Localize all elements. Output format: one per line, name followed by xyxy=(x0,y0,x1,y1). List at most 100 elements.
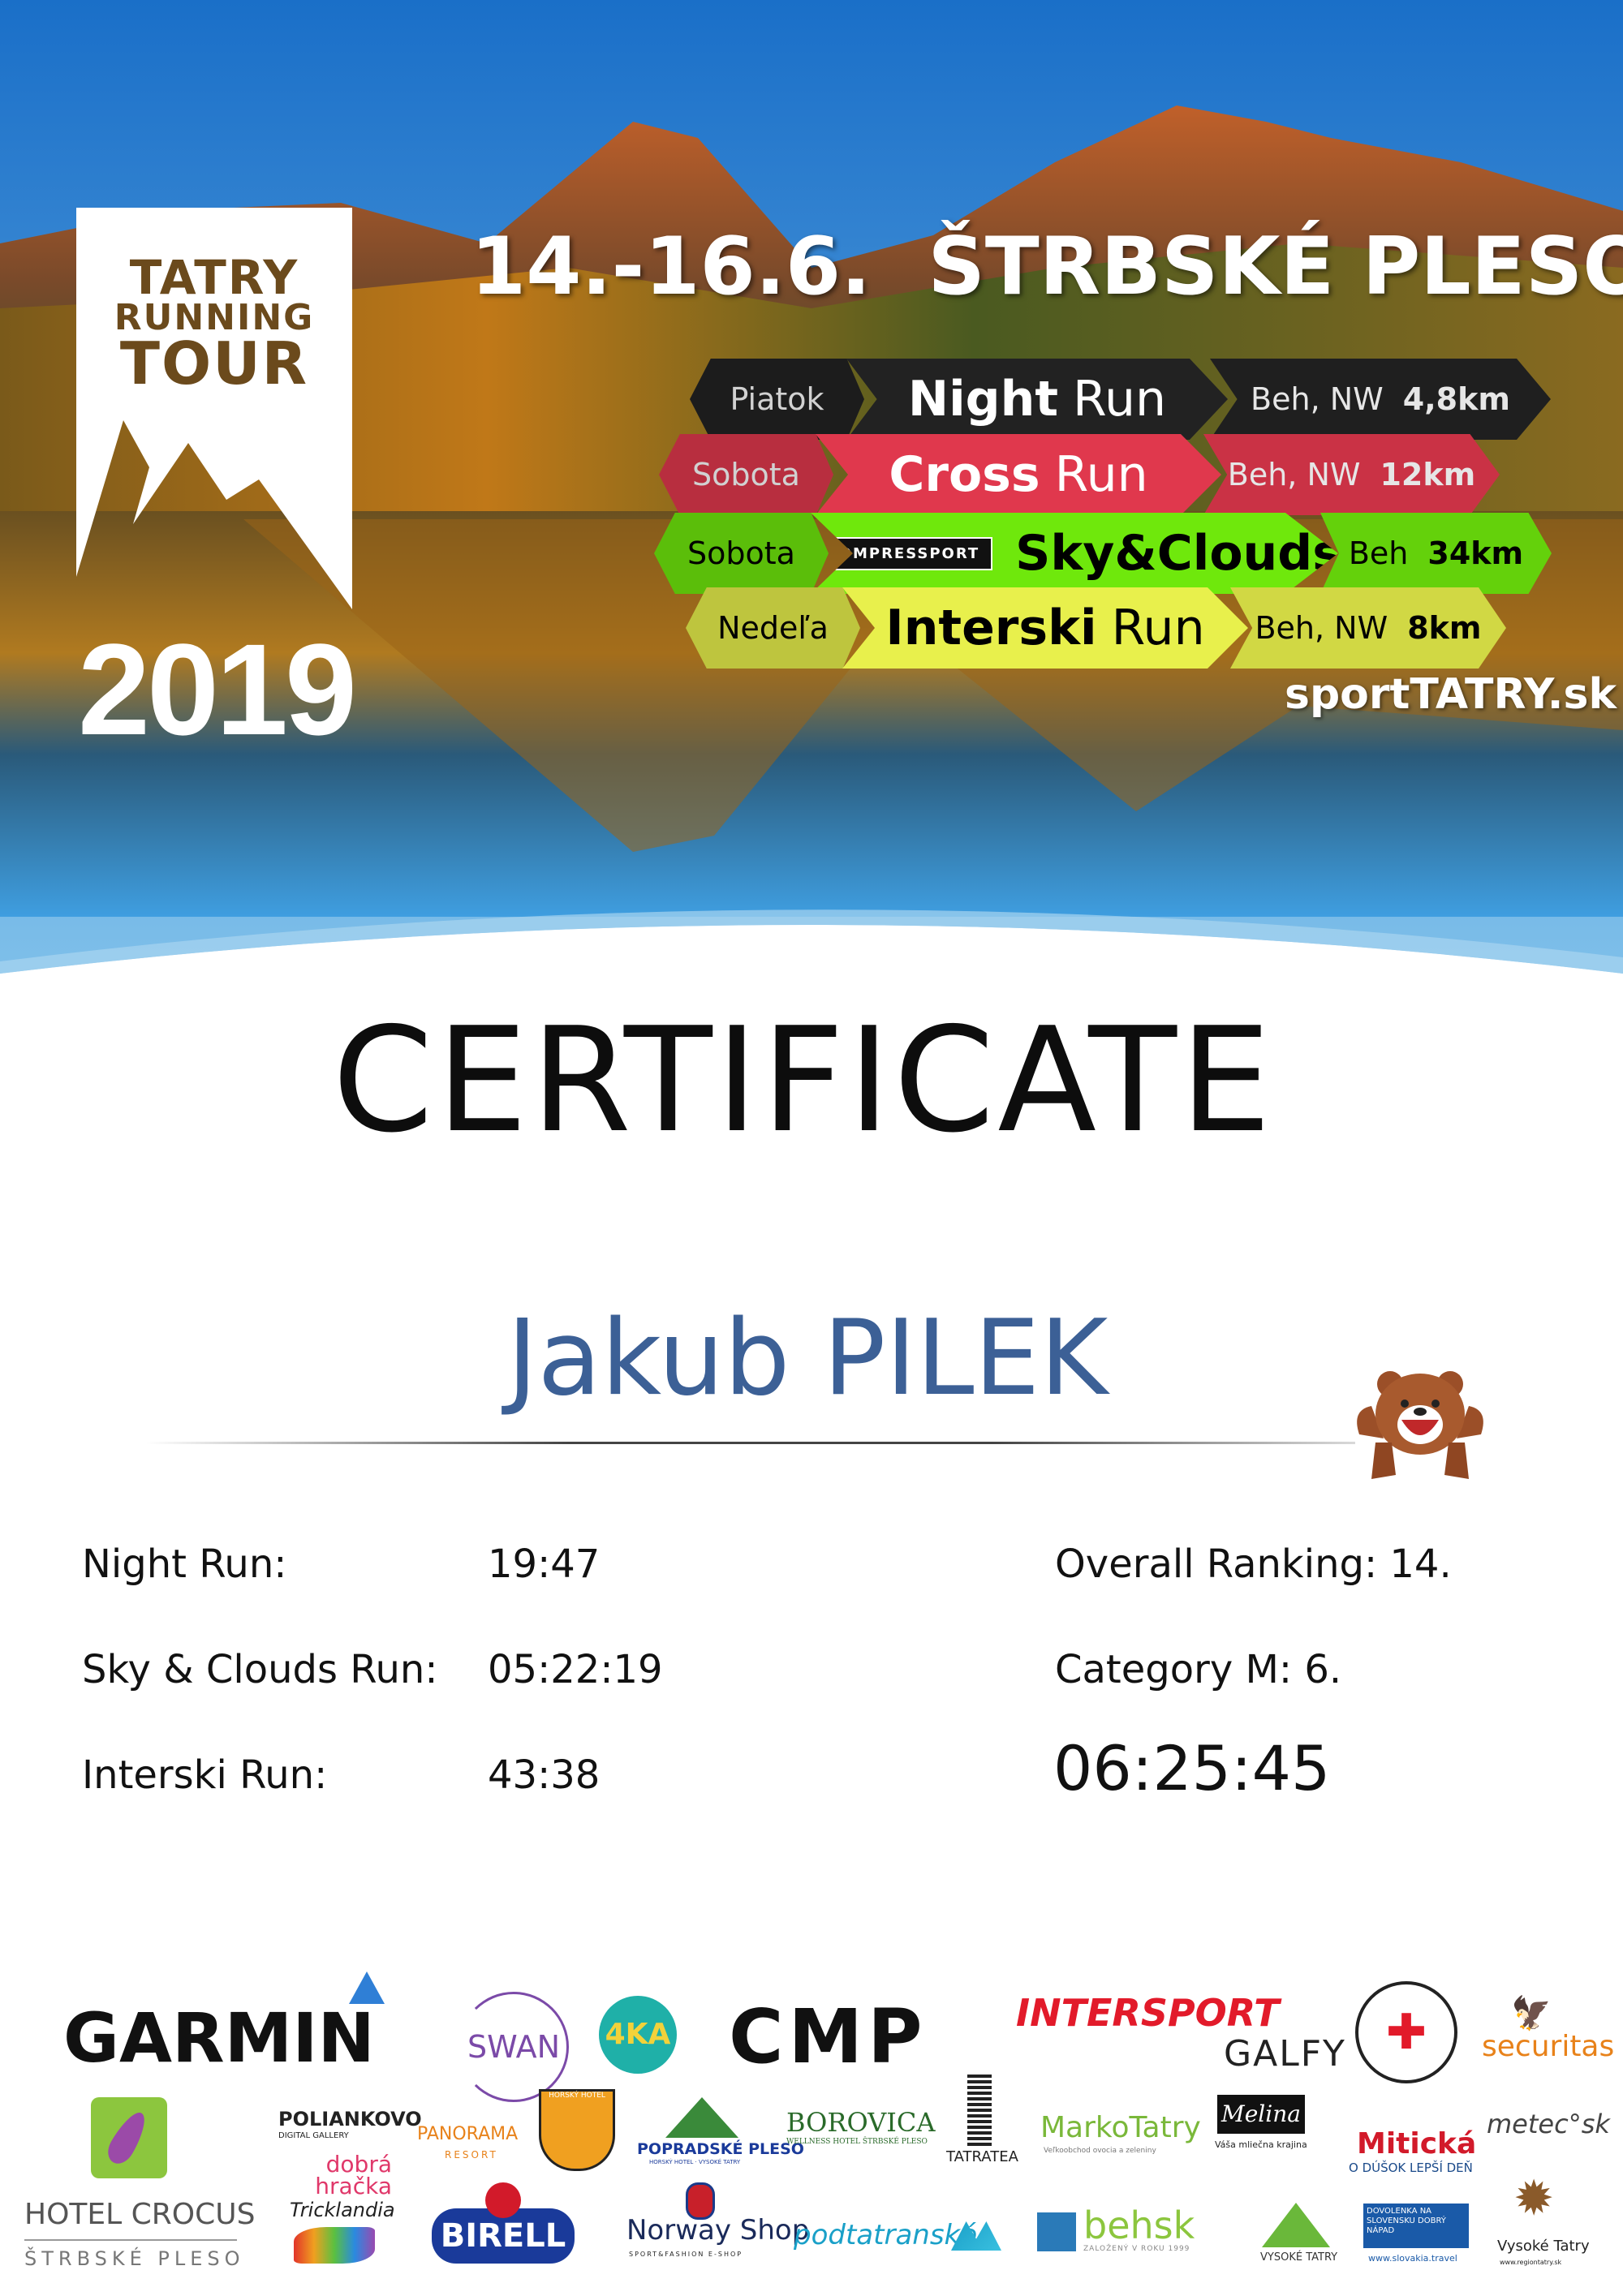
sponsor-norway-shop: Norway Shop xyxy=(626,2214,810,2247)
sponsor-markotatry: MarkoTatry xyxy=(1040,2111,1201,2144)
sponsor-cmp: CMP xyxy=(729,1993,928,2080)
event-type: Beh xyxy=(1348,535,1409,571)
compressport-label: COMPRESSPORT xyxy=(826,544,980,562)
category-ranking: Category M: 6. xyxy=(1055,1647,1342,1692)
sponsor-tanap-horska-sluzba: ✚ xyxy=(1355,1981,1457,2083)
sponsor-panorama-sub: RESORT xyxy=(445,2149,498,2161)
result-time: 19:47 xyxy=(488,1541,601,1587)
event-title-bold: Sky&Clouds xyxy=(1015,525,1341,582)
event-km: 4,8km xyxy=(1402,381,1510,417)
sponsor-crocus-icon xyxy=(91,2097,167,2178)
sponsor-behsk-sub: ZALOŽENÝ V ROKU 1999 xyxy=(1083,2245,1190,2253)
event-day: Sobota xyxy=(654,513,829,594)
event-day: Nedeľa xyxy=(686,587,860,669)
event-distance: Beh 34km xyxy=(1320,513,1552,594)
divider xyxy=(146,1442,1355,1444)
event-location: ŠTRBSKÉ PLESO xyxy=(928,221,1623,313)
result-label: Interski Run: xyxy=(82,1752,328,1798)
sponsor-behsk: behsk xyxy=(1083,2204,1195,2247)
sponsor-hotel-crocus-sub: ŠTRBSKÉ PLESO xyxy=(24,2247,245,2270)
sponsor-vysoke-tatry: VYSOKÉ TATRY xyxy=(1260,2251,1338,2264)
sponsor-intersport: INTERSPORT xyxy=(1016,1991,1280,2035)
sponsor-securitas: securitas xyxy=(1482,2030,1615,2063)
event-km: 12km xyxy=(1380,457,1476,492)
divider xyxy=(24,2239,237,2241)
result-time: 43:38 xyxy=(488,1752,601,1798)
participant-name: Jakub PILEK xyxy=(506,1298,1109,1419)
sponsor-garmin: GARMIN xyxy=(63,1998,375,2078)
sponsor-4ka: 4KA xyxy=(599,1996,677,2074)
sponsor-melina: Melina xyxy=(1217,2095,1305,2134)
event-distance: Beh, NW 4,8km xyxy=(1210,359,1551,440)
event-row: Piatok Night Run Beh, NW 4,8km xyxy=(690,359,1551,440)
sponsor-poliankovo-sub: DIGITAL GALLERY xyxy=(278,2131,349,2140)
event-day-label: Nedeľa xyxy=(717,610,829,646)
bear-icon xyxy=(1357,1371,1483,1479)
sponsor-podtatranske: podtatranské xyxy=(794,2219,978,2251)
sponsor-melina-sub: Váša mliečna krajina xyxy=(1215,2139,1307,2150)
tatry-running-tour-logo: TATRY RUNNING TOUR xyxy=(76,208,352,613)
sponsor-dovolenka-na-slovensku: DOVOLENKA NA SLOVENSKU DOBRÝ NÁPAD xyxy=(1363,2204,1469,2248)
event-title-bold: Interski xyxy=(885,600,1097,656)
event-day: Sobota xyxy=(659,434,833,515)
behsk-icon xyxy=(1037,2212,1076,2251)
website-link[interactable]: sportTATRY.sk xyxy=(1285,670,1617,719)
event-title-light: Run xyxy=(1054,446,1148,503)
sponsor-borovica-sub: WELLNESS HOTEL ŠTRBSKÉ PLESO xyxy=(786,2138,928,2146)
sponsor-horsky-hotel: HORSKÝ HOTEL xyxy=(539,2089,615,2171)
event-distance: Beh, NW 8km xyxy=(1230,587,1506,669)
certificate-title: CERTIFICATE xyxy=(332,996,1275,1164)
securitas-eagle-icon: 🦅 xyxy=(1511,1995,1552,2032)
sponsor-poliankovo: POLIANKOVO xyxy=(278,2108,422,2130)
mountain-icon xyxy=(1262,2203,1330,2247)
event-title-light: Run xyxy=(1111,600,1205,656)
event-day: Piatok xyxy=(690,359,864,440)
event-title: Cross Run xyxy=(816,434,1221,515)
sponsor-hotel-crocus: HOTEL CROCUS xyxy=(24,2198,256,2231)
sponsor-miticka: Mitická xyxy=(1357,2127,1477,2161)
event-title-bold: Cross xyxy=(889,446,1040,503)
sponsor-regiontatry-link: www.regiontatry.sk xyxy=(1500,2259,1562,2266)
birell-emblem-icon xyxy=(485,2182,521,2218)
event-day-label: Sobota xyxy=(692,457,800,492)
result-label: Sky & Clouds Run: xyxy=(82,1647,438,1692)
region-emblem-icon: ✹ xyxy=(1513,2170,1555,2227)
result-time: 05:22:19 xyxy=(488,1647,663,1692)
event-type: Beh, NW xyxy=(1227,457,1361,492)
sponsor-region-vysoke-tatry: Vysoké Tatry xyxy=(1497,2238,1590,2255)
rainbow-icon xyxy=(294,2227,375,2264)
sponsor-slovakia-travel: www.slovakia.travel xyxy=(1368,2253,1457,2264)
event-dates: 14.-16.6. xyxy=(471,221,872,313)
sponsor-panorama: PANORAMA xyxy=(417,2124,519,2144)
sponsor-swan: SWAN xyxy=(458,1992,569,2102)
event-day-label: Sobota xyxy=(687,535,795,571)
mountain-icon xyxy=(665,2097,738,2138)
event-km: 34km xyxy=(1427,535,1524,571)
sponsor-tatratea: TATRATEA xyxy=(946,2148,1018,2165)
sponsor-miticka-sub: O DÚŠOK LEPŠÍ DEŇ xyxy=(1349,2161,1473,2175)
event-km: 8km xyxy=(1407,610,1482,646)
garmin-triangle-icon xyxy=(349,1971,385,2004)
event-distance: Beh, NW 12km xyxy=(1203,434,1500,515)
total-time: 06:25:45 xyxy=(1053,1732,1331,1804)
event-type: Beh, NW xyxy=(1255,610,1388,646)
sponsor-popradske-sub: HORSKÝ HOTEL · VYSOKÉ TATRY xyxy=(649,2159,741,2165)
sponsor-metec: metec°sk xyxy=(1487,2109,1610,2139)
tatratea-bottle-icon xyxy=(967,2073,992,2146)
sponsor-borovica: BOROVICA xyxy=(786,2107,936,2138)
event-title-light: Run xyxy=(1073,371,1167,428)
event-row: Nedeľa Interski Run Beh, NW 8km xyxy=(686,587,1506,669)
result-label: Night Run: xyxy=(82,1541,287,1587)
event-headline: 14.-16.6. ŠTRBSKÉ PLESO xyxy=(471,221,1623,313)
sponsor-popradske-pleso: POPRADSKÉ PLESO xyxy=(637,2140,804,2158)
sponsor-dobra-hracka: dobrá hračka xyxy=(315,2151,392,2199)
event-title: Night Run xyxy=(846,359,1228,440)
norway-flag-icon xyxy=(686,2182,715,2220)
event-day-label: Piatok xyxy=(730,381,824,417)
overall-ranking: Overall Ranking: 14. xyxy=(1055,1541,1452,1587)
sponsor-galfy: GALFY xyxy=(1224,2033,1346,2075)
sponsor-markotatry-sub: Veľkoobchod ovocia a zeleniny xyxy=(1044,2147,1156,2155)
event-type: Beh, NW xyxy=(1251,381,1384,417)
